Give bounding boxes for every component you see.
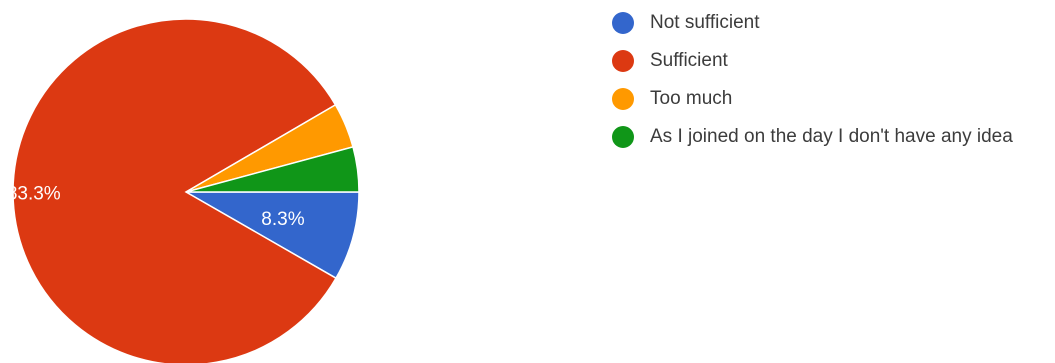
- legend-label-too-much: Too much: [650, 88, 733, 109]
- pie-label-sufficient: 83.3%: [7, 183, 61, 204]
- legend-label-sufficient: Sufficient: [650, 50, 728, 71]
- legend-item-not-sufficient[interactable]: Not sufficient: [612, 10, 1052, 36]
- pie-slice-no-idea[interactable]: [185, 145, 360, 193]
- legend-label-no-idea: As I joined on the day I don't have any …: [650, 126, 1013, 147]
- pie-slice-not-sufficient[interactable]: [183, 191, 360, 280]
- legend: Not sufficient Sufficient Too much As I …: [612, 10, 1052, 150]
- pie-slice-sufficient[interactable]: [12, 18, 338, 363]
- legend-swatch-not-sufficient: [612, 12, 634, 34]
- legend-swatch-sufficient: [612, 50, 634, 72]
- pie-chart: 8.3% 83.3%: [7, 18, 360, 363]
- legend-item-no-idea[interactable]: As I joined on the day I don't have any …: [612, 124, 1052, 150]
- legend-item-too-much[interactable]: Too much: [612, 86, 1052, 112]
- legend-item-sufficient[interactable]: Sufficient: [612, 48, 1052, 74]
- pie-label-not-sufficient: 8.3%: [261, 209, 304, 230]
- legend-label-not-sufficient: Not sufficient: [650, 12, 760, 33]
- legend-swatch-no-idea: [612, 126, 634, 148]
- pie-slices: [12, 18, 360, 363]
- legend-swatch-too-much: [612, 88, 634, 110]
- pie-slice-labels: 8.3% 83.3%: [7, 183, 305, 229]
